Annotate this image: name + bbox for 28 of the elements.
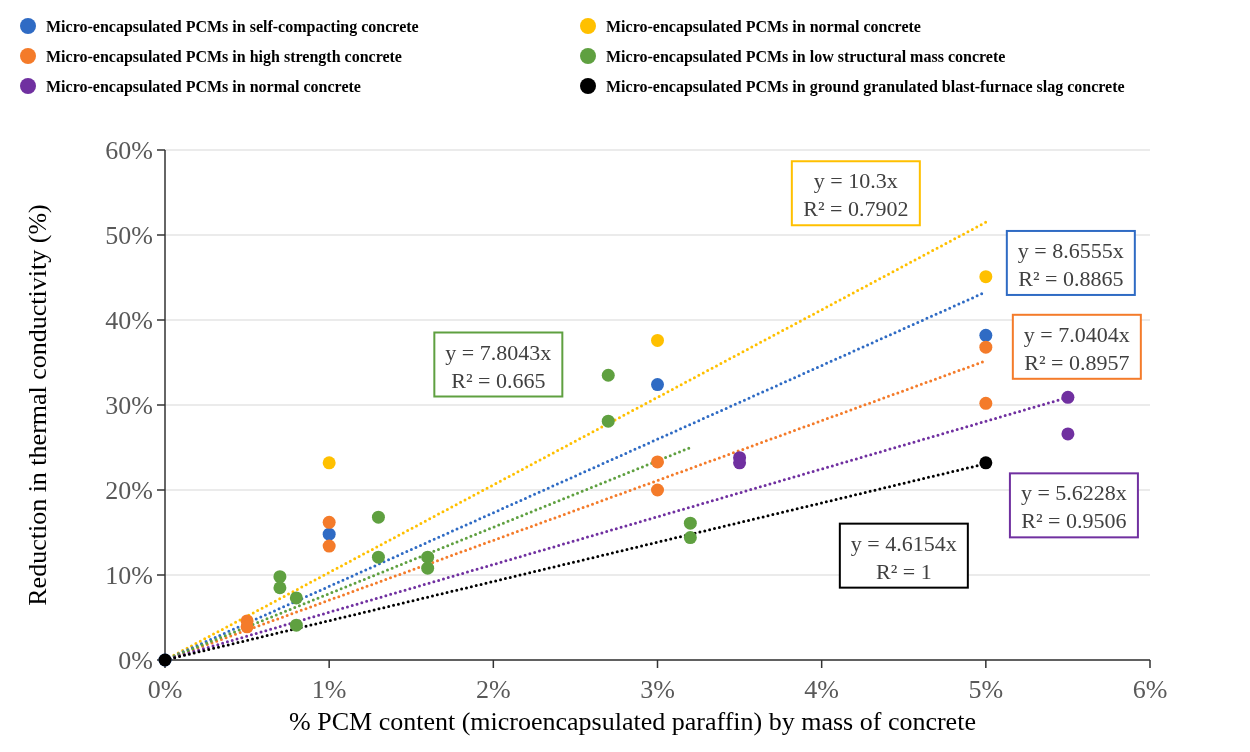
- annotation: y = 5.6228x R² = 0.9506: [1020, 480, 1127, 534]
- annotation: y = 7.8043x R² = 0.665: [445, 339, 552, 393]
- x-tick-label: 4%: [804, 675, 839, 704]
- y-tick-label: 10%: [105, 561, 153, 591]
- legend-label: Micro-encapsulated PCMs in self-compacting concrete: [46, 17, 419, 36]
- y-tick-label: 0%: [118, 646, 153, 676]
- x-tick-label: 2%: [476, 675, 511, 704]
- y-axis-title: Reduction in thermal conductivity (%): [23, 204, 52, 606]
- legend-label: Micro-encapsulated PCMs in ground granulated blast-furnace slag concrete: [606, 77, 1125, 96]
- annotation: y = 10.3x R² = 0.7902: [803, 168, 909, 222]
- y-tick-label: 50%: [105, 221, 153, 251]
- x-tick-label: 6%: [1132, 675, 1168, 704]
- annotation: y = 4.6154x R² = 1: [850, 530, 957, 584]
- legend-label: Micro-encapsulated PCMs in normal concrete: [606, 17, 921, 36]
- x-axis-title: % PCM content (microencapsulated paraffin) by mass of concrete: [289, 707, 976, 736]
- annotation: y = 8.6555x R² = 0.8865: [1017, 237, 1124, 291]
- x-tick-label: 0%: [147, 675, 183, 704]
- x-tick-label: 5%: [968, 675, 1004, 704]
- y-tick-label: 30%: [105, 391, 153, 421]
- legend-label: Micro-encapsulated PCMs in normal concrete: [46, 77, 361, 96]
- legend-label: Micro-encapsulated PCMs in high strength concrete: [46, 47, 402, 66]
- legend-label: Micro-encapsulated PCMs in low structural mass concrete: [606, 47, 1006, 66]
- y-tick-label: 40%: [105, 306, 153, 336]
- annotation: y = 7.0404x R² = 0.8957: [1023, 321, 1130, 375]
- x-tick-label: 3%: [640, 675, 675, 704]
- x-tick-label: 1%: [311, 675, 347, 704]
- y-tick-label: 20%: [105, 476, 153, 506]
- y-tick-label: 60%: [105, 136, 153, 166]
